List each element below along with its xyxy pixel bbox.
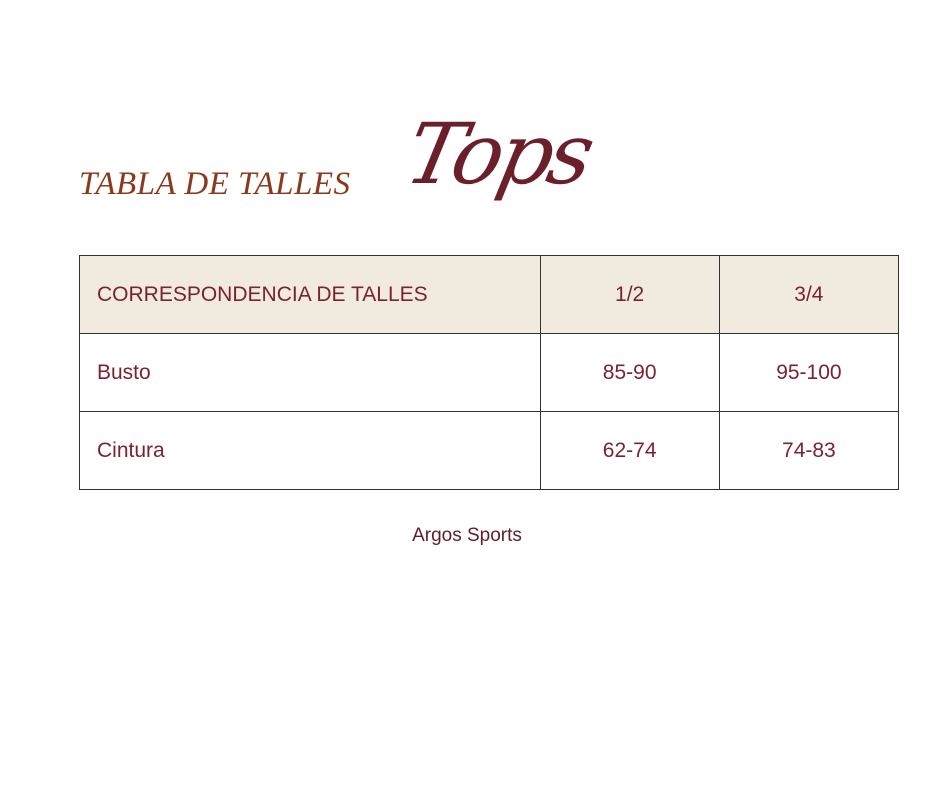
table-row: Cintura 62-74 74-83 (79, 411, 900, 490)
row-label: Busto (79, 333, 541, 412)
page-title: TABLA DE TALLES (79, 166, 351, 202)
column-header: 1/2 (539, 255, 720, 334)
size-table: CORRESPONDENCIA DE TALLES 1/2 3/4 Busto … (79, 255, 900, 490)
table-cell: 74-83 (718, 411, 900, 490)
table-cell: 95-100 (718, 333, 900, 412)
table-header-row: CORRESPONDENCIA DE TALLES 1/2 3/4 (79, 255, 900, 334)
column-header: 3/4 (718, 255, 900, 334)
table-row: Busto 85-90 95-100 (79, 333, 900, 412)
table-cell: 62-74 (539, 411, 720, 490)
footer-brand: Argos Sports (412, 525, 522, 546)
script-title: Tops (397, 105, 600, 203)
column-header: CORRESPONDENCIA DE TALLES (79, 255, 541, 334)
row-label: Cintura (79, 411, 541, 490)
table-cell: 85-90 (539, 333, 720, 412)
